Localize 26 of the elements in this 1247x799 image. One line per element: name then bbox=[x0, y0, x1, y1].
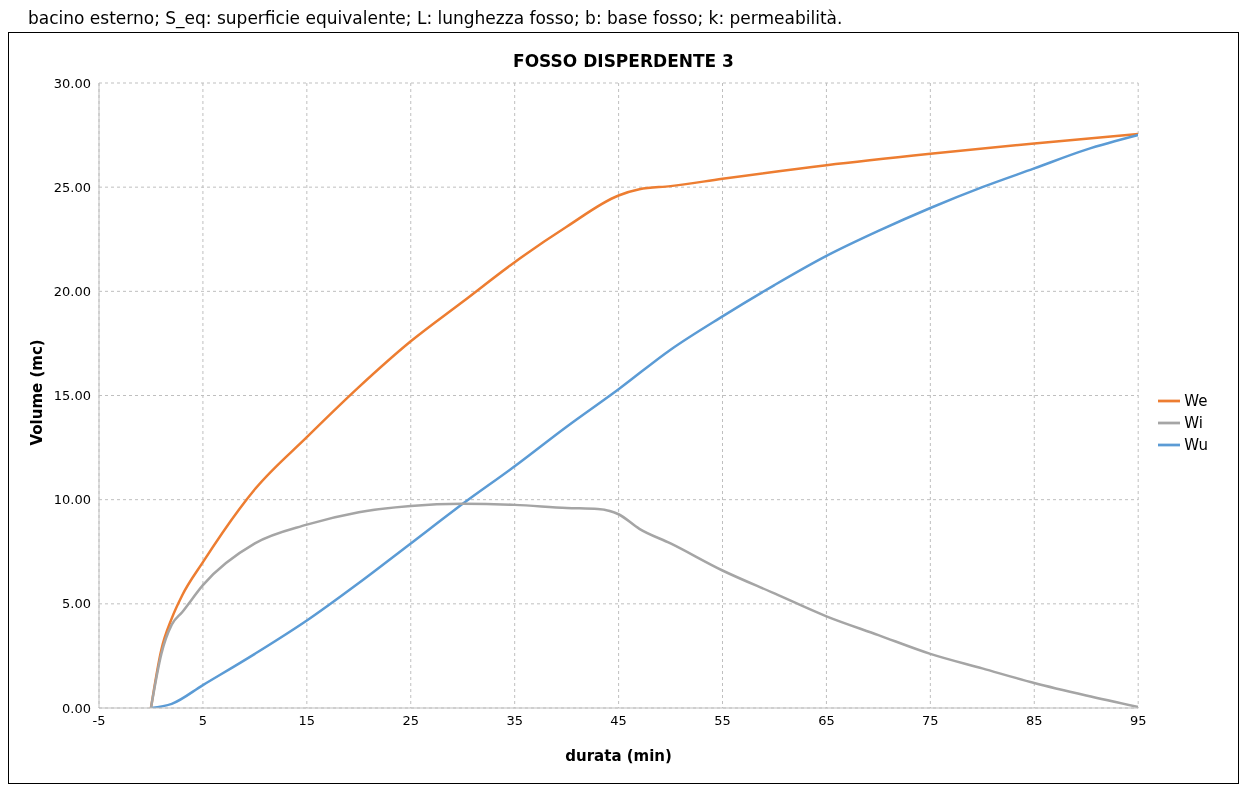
y-axis-title: Volume (mc) bbox=[28, 339, 47, 446]
x-tick-label: 15 bbox=[298, 713, 316, 729]
x-tick-label: 85 bbox=[1026, 713, 1043, 729]
y-tick-label: 20.00 bbox=[53, 283, 91, 299]
legend-label: Wi bbox=[1184, 413, 1203, 432]
x-tick-label: 45 bbox=[610, 713, 627, 729]
x-tick-label: 95 bbox=[1129, 713, 1147, 729]
y-tick-label: 15.00 bbox=[53, 388, 91, 404]
x-tick-label: 5 bbox=[198, 713, 208, 729]
x-axis-title: durata (min) bbox=[565, 747, 672, 765]
legend-label: Wu bbox=[1184, 435, 1208, 454]
text: bacino esterno; S_eq: superficie equivalente; L: lunghezza fosso; b: base fosso; k: permeabilità. bbox=[27, 8, 844, 31]
y-tick-label: 5.00 bbox=[62, 596, 91, 612]
chart-title: FOSSO DISPERDENTE 3 bbox=[512, 51, 735, 73]
y-tick-label: 10.00 bbox=[53, 492, 91, 508]
y-tick-label: 30.00 bbox=[53, 75, 91, 91]
x-tick-label: 75 bbox=[922, 713, 939, 729]
y-tick-label: 0.00 bbox=[62, 700, 91, 716]
x-tick-label: 65 bbox=[818, 713, 835, 729]
legend-label: We bbox=[1184, 391, 1208, 410]
line-series bbox=[149, 502, 1139, 708]
x-tick-label: -5 bbox=[92, 713, 106, 729]
x-tick-label: 55 bbox=[714, 713, 731, 729]
y-tick-label: 25.00 bbox=[53, 179, 91, 195]
x-tick-label: 25 bbox=[402, 713, 420, 729]
x-tick-label: 35 bbox=[506, 713, 523, 729]
